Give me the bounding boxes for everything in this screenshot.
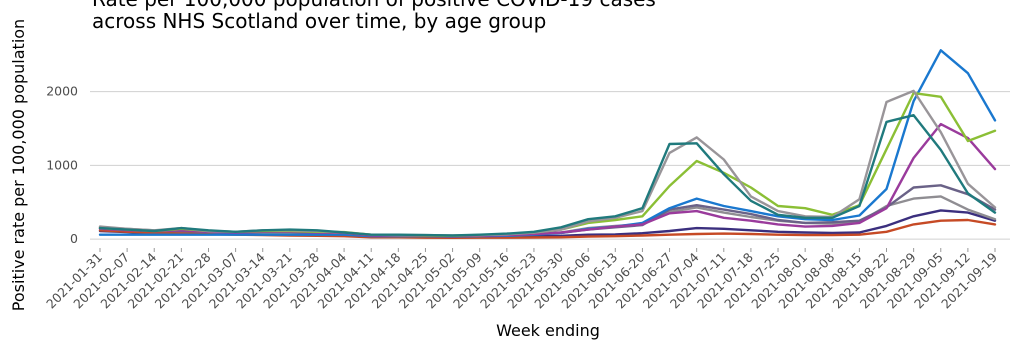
series-line-5 [98,49,997,238]
x-axis-label: Week ending [496,321,600,340]
y-tick-label: 2000 [46,84,78,99]
x-axis-ticks: 2021-01-312021-02-072021-02-142021-02-21… [43,249,1000,311]
y-axis-ticks: 0 1000 2000 [46,84,78,247]
chart-title: Rate per 100,000 population of positive … [92,0,656,33]
chart-title-line-2: across NHS Scotland over time, by age gr… [92,9,546,33]
y-axis-label: Positive rate per 100,000 population [9,19,28,311]
chart-title-line-1: Rate per 100,000 population of positive … [92,0,656,11]
y-tick-label: 1000 [46,157,78,172]
series-line-9 [98,113,997,237]
data-series [98,49,997,240]
grid [90,91,1010,252]
y-tick-label: 0 [70,231,78,246]
